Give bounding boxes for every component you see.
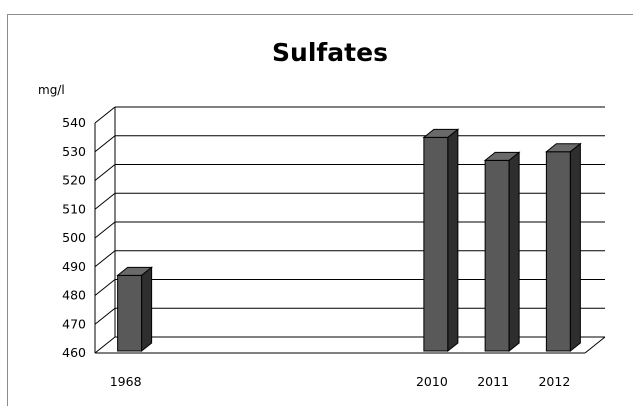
bar-front	[117, 274, 143, 352]
bar-front	[484, 159, 510, 352]
gridline-left	[94, 279, 116, 296]
x-tick-label: 2012	[538, 374, 570, 389]
y-axis-unit-label: mg/l	[38, 83, 65, 97]
floor-right-edge	[584, 336, 606, 354]
gridline-left	[94, 221, 116, 239]
chart-walls	[94, 106, 606, 354]
bar-side	[508, 151, 520, 353]
bar	[116, 266, 154, 353]
y-tick-label: 510	[62, 201, 86, 216]
y-tick-label: 480	[62, 288, 86, 303]
x-tick-label: 1968	[110, 374, 142, 389]
y-axis-ticks: 460 470 480 490 500 510 520 530 540	[62, 115, 86, 360]
y-tick-label: 500	[62, 230, 86, 245]
bar	[544, 142, 582, 353]
gridline-left	[94, 106, 116, 124]
bar-front	[423, 136, 449, 352]
gridline-left	[94, 192, 116, 210]
bars	[116, 128, 582, 353]
y-tick-label: 460	[62, 345, 86, 360]
bar-side	[569, 142, 581, 353]
x-axis-ticks: 1968 2010 2011 2012	[110, 374, 571, 389]
y-tick-label: 540	[62, 115, 86, 130]
gridline-left	[94, 336, 116, 354]
y-tick-label: 520	[62, 173, 86, 188]
chart-frame	[7, 14, 633, 406]
bar	[422, 128, 460, 353]
bar-front	[545, 151, 571, 352]
chart-title: Sulfates	[272, 38, 388, 67]
bar	[483, 151, 521, 353]
gridline-left	[94, 135, 116, 153]
y-tick-label: 530	[62, 144, 86, 159]
x-tick-label: 2010	[416, 374, 448, 389]
gridline-left	[94, 250, 116, 268]
gridline-left	[94, 307, 116, 325]
bar-side	[141, 266, 153, 353]
bar-side	[447, 128, 459, 353]
gridline-left	[94, 164, 116, 181]
y-tick-label: 490	[62, 259, 86, 274]
x-tick-label: 2011	[477, 374, 509, 389]
y-tick-label: 470	[62, 316, 86, 331]
